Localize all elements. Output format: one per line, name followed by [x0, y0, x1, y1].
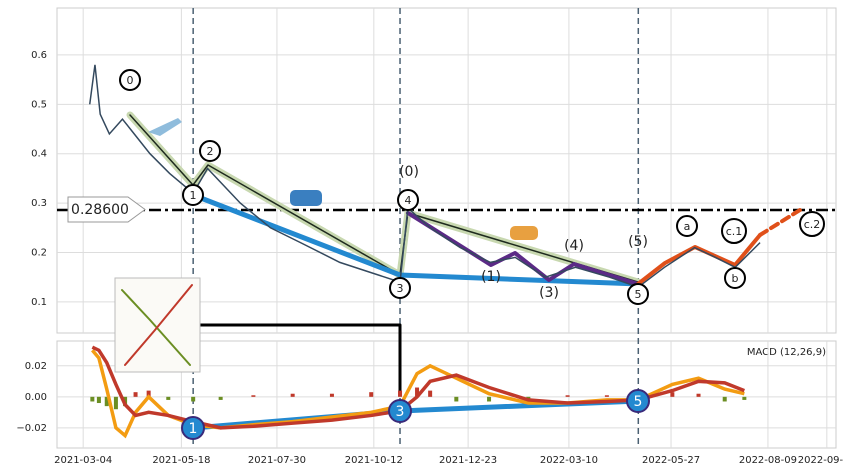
wave-marker [199, 140, 221, 162]
inset-curve [124, 284, 193, 366]
wave-label: (3) [539, 285, 559, 301]
x-tick-label: 2021-05-18 [152, 455, 210, 466]
wave-marker [182, 184, 204, 206]
histogram-bar [290, 393, 295, 397]
level-label: 0.28600 [71, 202, 129, 218]
wave-label: b [732, 272, 739, 285]
x-tick-label: 2021-07-30 [248, 455, 306, 466]
x-tick-label: 2021-10-12 [345, 455, 403, 466]
car-icon [290, 190, 322, 206]
wave-label: c.2 [804, 218, 821, 231]
wave-label: 0 [127, 74, 134, 87]
wave-label: (1) [481, 269, 501, 285]
histogram-bar [696, 393, 701, 397]
y-tick-label: 0.5 [31, 99, 47, 110]
histogram-bar [146, 390, 151, 397]
histogram-bar [113, 396, 118, 410]
histogram-bar [191, 396, 196, 402]
wave-label: 1 [189, 421, 198, 437]
x-tick-label: 2022-09-23 [798, 455, 843, 466]
wave-label: 5 [635, 288, 642, 301]
histogram-bar [218, 396, 223, 400]
x-tick-label: 2021-12-23 [439, 455, 497, 466]
wave-label: a [684, 220, 691, 233]
histogram-bar [742, 396, 747, 400]
macd-title: MACD (12,26,9) [747, 347, 826, 358]
wave-label: 5 [634, 394, 643, 410]
wave-marker [721, 218, 747, 244]
scooter-icon [510, 226, 538, 240]
histogram-bar [428, 390, 433, 397]
wave-label: 4 [405, 194, 412, 207]
wave-marker [626, 389, 650, 413]
histogram-bar [454, 396, 459, 402]
wave-marker [389, 277, 411, 299]
connector [198, 323, 402, 397]
wave-marker [388, 399, 412, 423]
y-tick-label: 0.4 [31, 149, 47, 160]
x-tick-label: 2022-03-10 [540, 455, 598, 466]
histogram-bar [604, 395, 609, 397]
histogram-bar [398, 390, 403, 397]
wave-marker [799, 211, 825, 237]
histogram-bar [133, 392, 138, 397]
histogram-bar [722, 396, 727, 402]
histogram-bar [565, 395, 570, 397]
price-line [88, 64, 761, 288]
wave-marker [181, 416, 205, 440]
wave-label: 3 [397, 282, 404, 295]
histogram-bar [487, 396, 492, 402]
level-tag [67, 196, 146, 223]
histogram-bar [415, 387, 420, 397]
histogram-bar [329, 393, 334, 397]
projection [758, 208, 802, 237]
x-tick-label: 2022-05-27 [642, 455, 700, 466]
y-tick-label: 0.02 [25, 361, 47, 372]
histogram-bar [251, 395, 256, 397]
x-tick-label: 2022-08-09 [739, 455, 797, 466]
plane-icon [148, 118, 182, 136]
wave-label: c.1 [726, 225, 743, 238]
y-tick-label: 0.3 [31, 198, 47, 209]
wave-marker [119, 69, 141, 91]
wave-label: (0) [399, 164, 419, 180]
histogram-bar [96, 396, 101, 404]
y-tick-label: 0.2 [31, 247, 47, 258]
y-tick-label: 0.1 [31, 297, 47, 308]
y-tick-label: 0.6 [31, 50, 47, 61]
wave-marker [627, 283, 649, 305]
wave-marker [724, 267, 746, 289]
inset-curve [121, 289, 191, 366]
y-tick-label: −0.02 [16, 423, 47, 434]
histogram-bar [104, 396, 109, 407]
histogram-bar [369, 392, 374, 397]
wave-marker [397, 189, 419, 211]
x-tick-label: 2021-03-04 [54, 455, 112, 466]
wave-label: 1 [190, 189, 197, 202]
wave-label: 2 [207, 145, 214, 158]
wave-label: 3 [396, 404, 405, 420]
histogram-bar [90, 396, 95, 402]
wave-label: (5) [628, 234, 648, 250]
y-tick-label: 0.00 [25, 392, 47, 403]
wave-marker [676, 215, 698, 237]
histogram-bar [166, 396, 171, 400]
wave-label: (4) [564, 238, 584, 254]
histogram-bar [670, 392, 675, 397]
